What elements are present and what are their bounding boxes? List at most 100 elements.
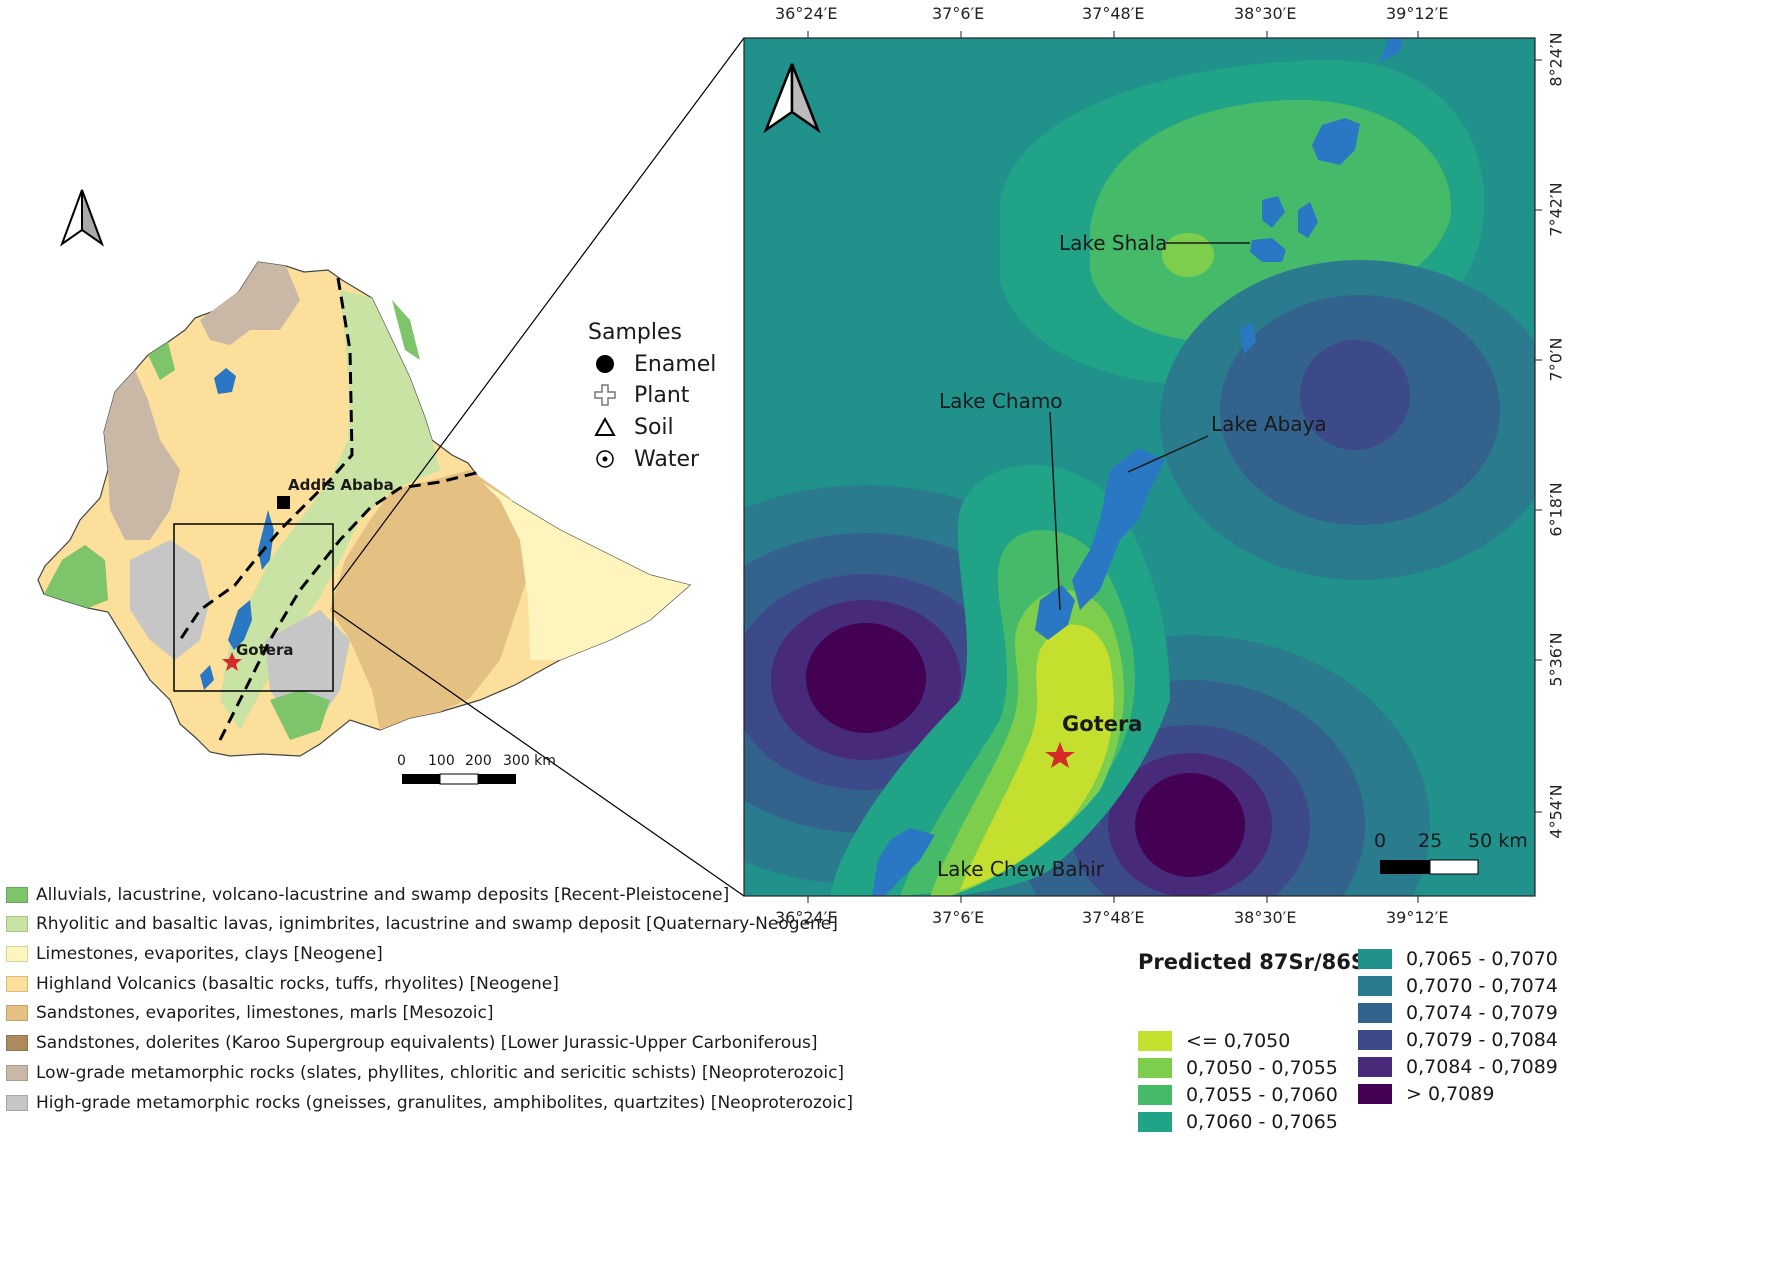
sr-legend-label: 0,7060 - 0,7065 [1186,1111,1338,1133]
geology-legend-label: Low-grade metamorphic rocks (slates, phy… [36,1063,845,1083]
legend-swatch [1138,1085,1172,1105]
legend-swatch [1138,1112,1172,1132]
lon-tick-top: 37°6′E [932,4,985,23]
legend-swatch [6,946,28,962]
gotera-star-right [1045,742,1075,768]
lake-label-shala: Lake Shala [1059,231,1168,255]
geology-legend-item: Rhyolitic and basaltic lavas, ignimbrite… [6,911,838,937]
lake-label-chamo: Lake Chamo [939,389,1063,413]
lake-label-chew-bahir: Lake Chew Bahir [937,857,1105,881]
legend-swatch [1358,1003,1392,1023]
legend-swatch [6,916,28,932]
geology-legend-item: Low-grade metamorphic rocks (slates, phy… [6,1060,844,1086]
lat-tick: 7°42′N [1546,182,1566,237]
legend-swatch [6,1005,28,1021]
right-scale-tick-0: 0 [1374,830,1387,852]
legend-swatch [6,976,28,992]
scale-bar-left [402,773,516,785]
geology-legend-item: Highland Volcanics (basaltic rocks, tuff… [6,971,559,997]
sr-legend-label: 0,7074 - 0,7079 [1406,1002,1558,1024]
geology-legend-label: High-grade metamorphic rocks (gneisses, … [36,1093,853,1113]
legend-swatch [1138,1058,1172,1078]
lon-tick-bottom: 37°48′E [1082,908,1145,927]
lon-tick-bottom: 38°30′E [1234,908,1297,927]
legend-swatch [1358,1057,1392,1077]
lon-tick-top: 38°30′E [1234,4,1297,23]
lon-tick-bottom: 39°12′E [1386,908,1449,927]
geology-legend-item: Sandstones, dolerites (Karoo Supergroup … [6,1030,817,1056]
sr-legend-label: 0,7079 - 0,7084 [1406,1029,1558,1051]
sr-legend-item: <= 0,7050 [1138,1030,1290,1052]
left-scale-tick-200: 200 [465,753,492,769]
legend-swatch [6,887,28,903]
sr-legend-item: 0,7070 - 0,7074 [1358,975,1558,997]
sample-plant-label: Plant [634,382,690,408]
left-scale-tick-300: 300 km [503,753,556,769]
cross-outline-icon [590,381,620,409]
city-label-addis-ababa: Addis Ababa [288,476,394,494]
scale-bar-right [1380,859,1479,875]
legend-swatch [6,1065,28,1081]
site-label-gotera-right: Gotera [1062,712,1143,736]
legend-swatch [1358,949,1392,969]
lat-tick: 5°36′N [1546,632,1566,687]
sr-legend-item: 0,7060 - 0,7065 [1138,1111,1338,1133]
north-arrow-left-icon [59,189,105,247]
lon-tick-bottom: 37°6′E [932,908,985,927]
sr-legend-label: 0,7050 - 0,7055 [1186,1057,1338,1079]
legend-swatch [1358,976,1392,996]
geology-legend-label: Alluvials, lacustrine, volcano-lacustrin… [36,885,730,905]
sr-legend-item: 0,7050 - 0,7055 [1138,1057,1338,1079]
sr-legend-item: 0,7084 - 0,7089 [1358,1056,1558,1078]
sr-legend-title: Predicted 87Sr/86Sr [1138,950,1377,974]
sample-enamel-label: Enamel [634,351,717,377]
filled-circle-icon [590,350,620,378]
lat-tick: 4°54′N [1546,784,1566,839]
right-scale-tick-25: 25 [1418,830,1443,852]
legend-swatch [1358,1030,1392,1050]
sr-legend-item: 0,7079 - 0,7084 [1358,1029,1558,1051]
dotted-circle-icon [590,445,620,473]
lake-label-abaya: Lake Abaya [1211,412,1327,436]
geology-legend-item: High-grade metamorphic rocks (gneisses, … [6,1090,853,1116]
sr-legend-label: <= 0,7050 [1186,1030,1291,1052]
sr-legend-label: 0,7084 - 0,7089 [1406,1056,1558,1078]
triangle-outline-icon [590,413,620,441]
sample-plant: Plant [590,381,689,409]
lat-tick: 6°18′N [1546,482,1566,537]
sr-legend-label: 0,7065 - 0,7070 [1406,948,1558,970]
addis-ababa-marker [277,496,290,509]
gotera-star-left [222,652,242,671]
lat-tick: 8°24′N [1546,32,1566,87]
lon-tick-top: 39°12′E [1386,4,1449,23]
left-scale-tick-0: 0 [397,753,406,769]
legend-swatch [1358,1084,1392,1104]
sr-legend-label: 0,7055 - 0,7060 [1186,1084,1338,1106]
sr-legend-item: 0,7065 - 0,7070 [1358,948,1558,970]
right-scale-tick-50: 50 km [1468,830,1528,852]
geology-legend-item: Alluvials, lacustrine, volcano-lacustrin… [6,882,729,908]
legend-swatch [6,1035,28,1051]
north-arrow-right-icon [763,63,821,134]
sample-soil-label: Soil [634,414,674,440]
sr-legend-label: > 0,7089 [1406,1083,1495,1105]
lat-tick: 7°0′N [1546,337,1566,382]
geology-legend-item: Sandstones, evaporites, limestones, marl… [6,1000,494,1026]
geology-legend-label: Rhyolitic and basaltic lavas, ignimbrite… [36,914,838,934]
sample-enamel: Enamel [590,350,716,378]
sample-soil: Soil [590,413,674,441]
study-area-box [173,523,334,692]
lon-tick-bottom: 36°24′E [775,908,838,927]
geology-legend-item: Limestones, evaporites, clays [Neogene] [6,941,383,967]
sr-legend-label: 0,7070 - 0,7074 [1406,975,1558,997]
legend-swatch [6,1095,28,1111]
site-label-gotera-left: Gotera [236,641,294,659]
left-scale-tick-100: 100 [428,753,455,769]
geology-legend-label: Limestones, evaporites, clays [Neogene] [36,944,383,964]
lon-tick-top: 36°24′E [775,4,838,23]
lon-tick-top: 37°48′E [1082,4,1145,23]
sr-legend-item: 0,7074 - 0,7079 [1358,1002,1558,1024]
samples-legend-title: Samples [588,320,682,345]
